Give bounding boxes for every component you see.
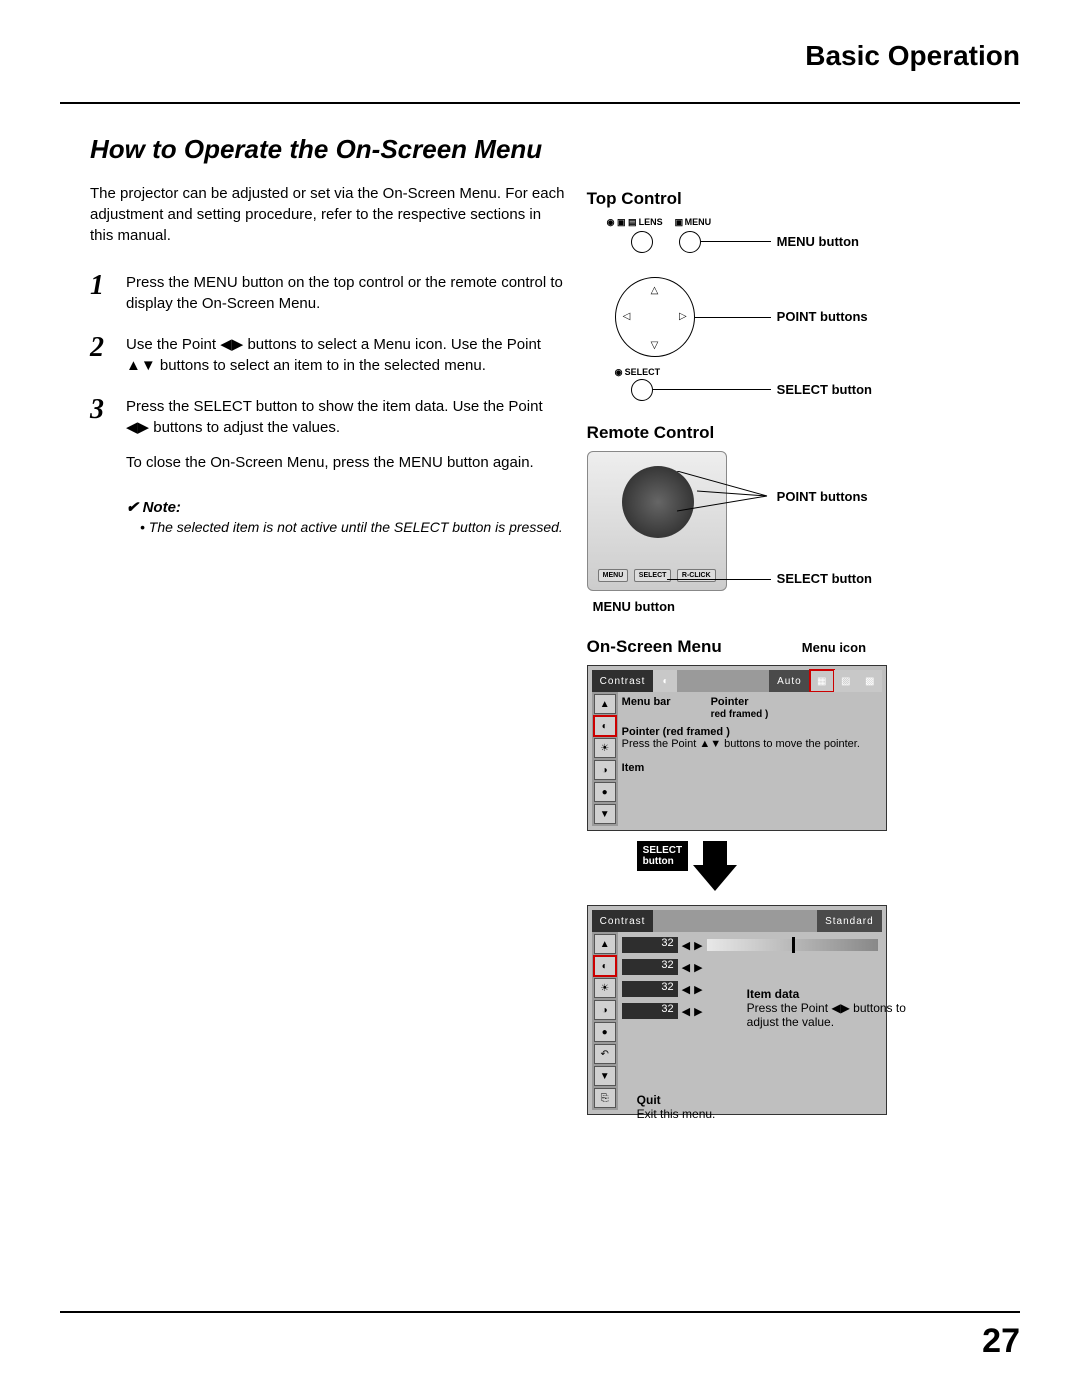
step-number: 1 xyxy=(90,266,112,314)
osd-bar2-left: Contrast xyxy=(592,910,654,932)
osd-annotation-area: Menu bar Pointer red framed ) Pointer (r… xyxy=(618,692,882,826)
item-data-note: Item data Press the Point ◀▶ buttons to … xyxy=(747,987,907,1029)
quit-note: Quit Exit this menu. xyxy=(637,1093,716,1121)
leader-line xyxy=(667,579,771,580)
dpad: △ ▽ ◁ ▷ xyxy=(615,277,695,357)
pointer-sub: red framed ) xyxy=(711,709,769,720)
osd-bar-left: Contrast xyxy=(592,670,654,692)
step-2: 2 Use the Point ◀▶ buttons to select a M… xyxy=(90,328,567,376)
closing-text: To close the On-Screen Menu, press the M… xyxy=(126,452,567,473)
select-btn-label: SELECTbutton xyxy=(637,841,688,871)
pointer-red-frame-item: ◐ xyxy=(594,716,616,736)
value-row: 32 xyxy=(622,936,878,954)
right-arrow-icon xyxy=(694,936,702,954)
right-column: Top Control ◉ ▣ ▤ LENS ▣ MENU MENU butto… xyxy=(587,183,1020,1119)
osd-item-icons: ▲ ◐ ☀ ◑ ● ▼ xyxy=(592,692,618,826)
pointer-help: Press the Point ▲▼ buttons to move the p… xyxy=(622,738,878,750)
left-arrow-icon xyxy=(682,936,690,954)
point-callout: POINT buttons xyxy=(777,309,868,324)
note-body: The selected item is not active until th… xyxy=(140,518,567,538)
value-box: 32 xyxy=(622,981,678,997)
menu-icon-label: Menu icon xyxy=(802,640,866,655)
select-label: SELECT xyxy=(625,367,661,377)
value-box: 32 xyxy=(622,1003,678,1019)
note-heading: Note: xyxy=(126,497,567,518)
step-text: Press the MENU button on the top control… xyxy=(126,266,567,314)
osd-box-1: Contrast ◐ Auto ▦ ▨ ▩ ▲ ◐ ☀ ◑ ● ▼ xyxy=(587,665,887,831)
leader-lines xyxy=(677,471,777,521)
remote-menu-callout: MENU button xyxy=(593,599,675,614)
menu-callout: MENU button xyxy=(777,234,859,249)
step-number: 2 xyxy=(90,328,112,376)
lens-label: LENS xyxy=(639,217,663,227)
top-control-title: Top Control xyxy=(587,189,1020,209)
leader-line xyxy=(701,241,771,242)
select-button xyxy=(631,379,653,401)
footer-rule xyxy=(60,1311,1020,1313)
menu-button xyxy=(679,231,701,253)
select-callout: SELECT button xyxy=(777,382,872,397)
header-title: Basic Operation xyxy=(60,40,1020,72)
remote-select-btn: SELECT xyxy=(634,569,672,582)
pointer-red-frame-icon: ▦ xyxy=(810,670,834,692)
remote-control-diagram: MENU SELECT R-CLICK POINT buttons SELECT… xyxy=(587,451,1020,631)
osd-title: On-Screen Menu xyxy=(587,637,722,657)
down-arrow-icon xyxy=(693,841,737,891)
remote-rclick-btn: R-CLICK xyxy=(677,569,716,582)
osd-second-box-wrap: Contrast Standard ▲ ◐ ☀ ◑ ● ↶ ▼ ⎘ xyxy=(587,905,1020,1115)
select-arrow: SELECTbutton xyxy=(637,841,737,891)
two-column-layout: The projector can be adjusted or set via… xyxy=(60,183,1020,1119)
quit-icon: ⎘ xyxy=(594,1088,616,1108)
top-control-diagram: ◉ ▣ ▤ LENS ▣ MENU MENU button △ ▽ ◁ ▷ PO… xyxy=(587,217,1020,417)
osd-bar-right: Auto xyxy=(769,670,810,692)
step-1: 1 Press the MENU button on the top contr… xyxy=(90,266,567,314)
remote-menu-btn: MENU xyxy=(598,569,629,582)
osd-first-box-wrap: Contrast ◐ Auto ▦ ▨ ▩ ▲ ◐ ☀ ◑ ● ▼ xyxy=(587,665,1020,831)
osd-menu-bar: Contrast ◐ Auto ▦ ▨ ▩ xyxy=(592,670,882,692)
osd-item-icons-2: ▲ ◐ ☀ ◑ ● ↶ ▼ ⎘ xyxy=(592,932,618,1110)
section-title: How to Operate the On-Screen Menu xyxy=(90,134,1020,165)
page-number: 27 xyxy=(982,1322,1020,1361)
pointer-label: Pointer xyxy=(711,696,749,708)
remote-point-callout: POINT buttons xyxy=(777,489,868,504)
slider xyxy=(707,939,878,951)
leader-line xyxy=(695,317,771,318)
remote-select-callout: SELECT button xyxy=(777,571,872,586)
value-box: 32 xyxy=(622,959,678,975)
left-column: The projector can be adjusted or set via… xyxy=(90,183,567,1119)
icons-row: ◉ ▣ ▤ xyxy=(607,217,637,228)
value-box: 32 xyxy=(622,937,678,953)
intro-text: The projector can be adjusted or set via… xyxy=(90,183,567,246)
step-3: 3 Press the SELECT button to show the it… xyxy=(90,390,567,438)
osd-bar2-right: Standard xyxy=(817,910,882,932)
menu-bar-label: Menu bar xyxy=(622,696,671,720)
leader-line xyxy=(653,389,771,390)
value-row: 32 xyxy=(622,958,878,976)
pointer-framed-label: Pointer (red framed ) xyxy=(622,726,730,738)
remote-control-title: Remote Control xyxy=(587,423,1020,443)
step-text: Press the SELECT button to show the item… xyxy=(126,390,567,438)
menu-label: MENU xyxy=(685,217,712,227)
step-text: Use the Point ◀▶ buttons to select a Men… xyxy=(126,328,567,376)
lens-button xyxy=(631,231,653,253)
step-number: 3 xyxy=(90,390,112,438)
osd-menu-bar-2: Contrast Standard xyxy=(592,910,882,932)
item-label: Item xyxy=(622,762,645,774)
header-rule xyxy=(60,102,1020,104)
